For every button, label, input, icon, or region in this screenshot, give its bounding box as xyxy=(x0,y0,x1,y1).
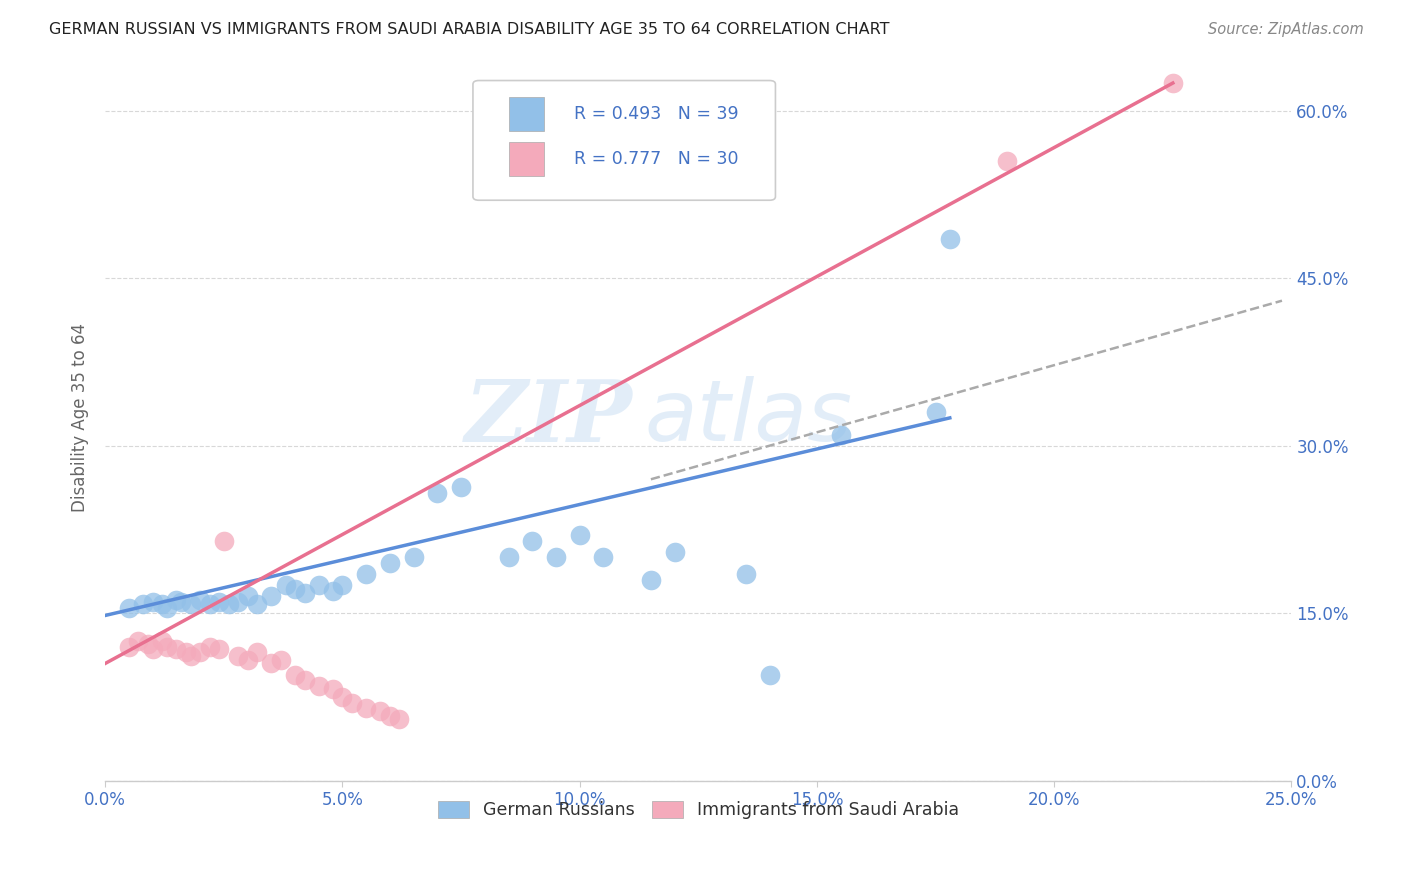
Point xyxy=(592,550,614,565)
Point xyxy=(127,634,149,648)
Point xyxy=(294,673,316,688)
Point xyxy=(498,550,520,565)
Text: atlas: atlas xyxy=(645,376,853,459)
Point xyxy=(236,653,259,667)
Point xyxy=(136,638,159,652)
Point xyxy=(322,583,344,598)
Point xyxy=(640,573,662,587)
Point xyxy=(142,642,165,657)
Point xyxy=(939,232,962,246)
Point xyxy=(226,648,249,663)
Point xyxy=(274,578,297,592)
FancyBboxPatch shape xyxy=(509,142,544,177)
Point xyxy=(260,657,283,671)
Text: R = 0.493   N = 39: R = 0.493 N = 39 xyxy=(574,105,738,123)
Point xyxy=(236,590,259,604)
Point xyxy=(664,545,686,559)
Point xyxy=(1161,76,1184,90)
Point xyxy=(924,405,946,419)
Point xyxy=(758,667,780,681)
Text: R = 0.777   N = 30: R = 0.777 N = 30 xyxy=(574,150,738,168)
Point xyxy=(388,712,411,726)
Y-axis label: Disability Age 35 to 64: Disability Age 35 to 64 xyxy=(72,324,89,512)
Point xyxy=(142,595,165,609)
Point xyxy=(246,645,269,659)
FancyBboxPatch shape xyxy=(472,80,776,200)
Point xyxy=(354,701,377,715)
Point xyxy=(370,705,392,719)
Point xyxy=(450,480,472,494)
FancyBboxPatch shape xyxy=(509,96,544,131)
Point xyxy=(226,595,249,609)
Point xyxy=(568,528,591,542)
Point xyxy=(156,640,179,654)
Text: GERMAN RUSSIAN VS IMMIGRANTS FROM SAUDI ARABIA DISABILITY AGE 35 TO 64 CORRELATI: GERMAN RUSSIAN VS IMMIGRANTS FROM SAUDI … xyxy=(49,22,890,37)
Point xyxy=(544,550,567,565)
Legend: German Russians, Immigrants from Saudi Arabia: German Russians, Immigrants from Saudi A… xyxy=(430,794,966,826)
Point xyxy=(118,600,141,615)
Point xyxy=(174,645,197,659)
Point xyxy=(180,648,202,663)
Point xyxy=(340,696,363,710)
Text: ZIP: ZIP xyxy=(465,376,633,459)
Point xyxy=(830,427,852,442)
Point xyxy=(170,595,193,609)
Point xyxy=(322,682,344,697)
Point xyxy=(180,597,202,611)
Point xyxy=(270,653,292,667)
Point xyxy=(734,567,756,582)
Point xyxy=(378,556,401,570)
Point xyxy=(150,634,173,648)
Point xyxy=(198,597,221,611)
Point xyxy=(332,578,354,592)
Point xyxy=(188,645,211,659)
Text: Source: ZipAtlas.com: Source: ZipAtlas.com xyxy=(1208,22,1364,37)
Point xyxy=(208,642,231,657)
Point xyxy=(308,679,330,693)
Point xyxy=(132,597,155,611)
Point xyxy=(522,533,544,548)
Point xyxy=(332,690,354,704)
Point xyxy=(208,595,231,609)
Point xyxy=(118,640,141,654)
Point xyxy=(308,578,330,592)
Point xyxy=(156,600,179,615)
Point xyxy=(218,597,240,611)
Point xyxy=(378,709,401,723)
Point xyxy=(198,640,221,654)
Point xyxy=(354,567,377,582)
Point xyxy=(995,154,1018,169)
Point xyxy=(212,533,235,548)
Point xyxy=(402,550,425,565)
Point xyxy=(294,586,316,600)
Point xyxy=(150,597,173,611)
Point xyxy=(246,597,269,611)
Point xyxy=(165,642,187,657)
Point xyxy=(284,667,307,681)
Point xyxy=(284,582,307,596)
Point xyxy=(165,592,187,607)
Point xyxy=(426,485,449,500)
Point xyxy=(188,592,211,607)
Point xyxy=(260,590,283,604)
